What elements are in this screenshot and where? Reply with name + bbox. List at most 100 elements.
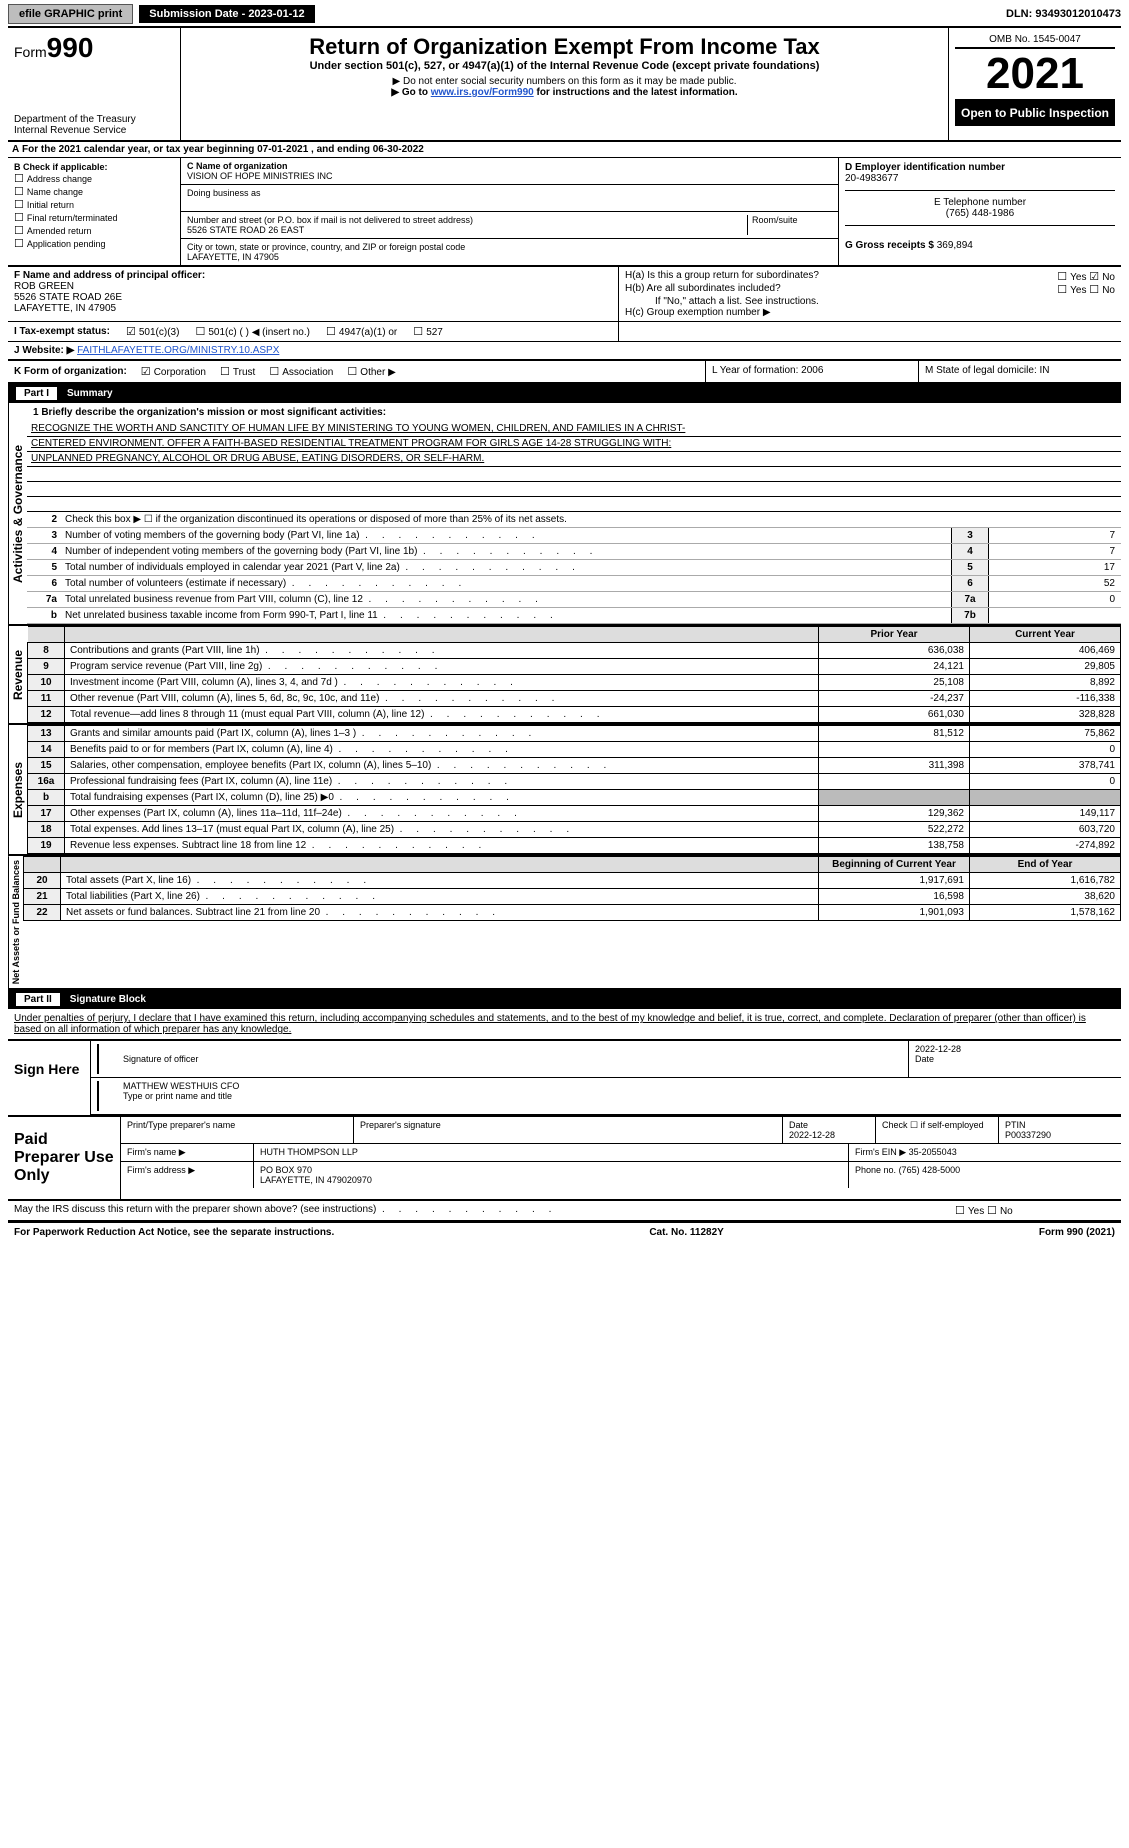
org-name: VISION OF HOPE MINISTRIES INC [187,171,832,181]
ha-label: H(a) Is this a group return for subordin… [625,270,925,283]
k-corp[interactable]: Corporation [141,365,206,378]
ptin: P00337290 [1005,1130,1051,1140]
b-label: B Check if applicable: [14,162,108,172]
hb-yes[interactable]: Yes [1057,285,1086,296]
firm-name: HUTH THOMPSON LLP [254,1144,849,1161]
i-527[interactable]: 527 [413,325,443,338]
line-current [970,790,1121,806]
ha-yes[interactable]: Yes [1057,272,1086,283]
firm-addr2: LAFAYETTE, IN 479020970 [260,1175,372,1185]
line-prior: -24,237 [819,691,970,707]
line-desc: Total assets (Part X, line 16) [61,873,819,889]
col-end: End of Year [970,857,1121,873]
room-suite: Room/suite [748,215,832,235]
part2-badge: Part II [16,993,60,1006]
chk-final[interactable]: Final return/terminated [14,211,174,224]
line-prior: 129,362 [819,806,970,822]
line-prior: 311,398 [819,758,970,774]
chk-address[interactable]: Address change [14,172,174,185]
line-current: 75,862 [970,726,1121,742]
chk-initial[interactable]: Initial return [14,198,174,211]
city-state-zip: LAFAYETTE, IN 47905 [187,252,832,262]
gov-desc: Net unrelated business taxable income fr… [61,608,951,623]
goto-note: Go to www.irs.gov/Form990 for instructio… [187,87,942,98]
dba-label: Doing business as [187,188,832,198]
ssn-note: Do not enter social security numbers on … [187,76,942,87]
may-no[interactable]: No [987,1206,1013,1217]
line-current: 1,616,782 [970,873,1121,889]
chk-amended[interactable]: Amended return [14,224,174,237]
tax-year: 2021 [955,48,1115,100]
gov-val [989,608,1121,623]
gross-label: G Gross receipts $ [845,240,934,251]
gov-desc: Total number of individuals employed in … [61,560,951,575]
street-address: 5526 STATE ROAD 26 EAST [187,225,743,235]
hb-no[interactable]: No [1089,285,1115,296]
q2-label: Check this box ▶ ☐ if the organization d… [61,512,1121,527]
fiscal-year-line: A For the 2021 calendar year, or tax yea… [8,142,1121,158]
website-link[interactable]: FAITHLAFAYETTE.ORG/MINISTRY.10.ASPX [77,345,279,356]
part2-title: Signature Block [70,994,146,1005]
line-current: 8,892 [970,675,1121,691]
line-desc: Program service revenue (Part VIII, line… [65,659,819,675]
line-prior [819,774,970,790]
col-prior: Prior Year [819,627,970,643]
may-discuss: May the IRS discuss this return with the… [14,1204,955,1217]
k-other[interactable]: Other ▶ [347,365,395,378]
line-prior [819,790,970,806]
line-num: 11 [28,691,65,707]
gross-value: 369,894 [937,240,973,251]
k-trust[interactable]: Trust [220,365,255,378]
i-501c[interactable]: 501(c) ( ) ◀ (insert no.) [195,325,310,338]
omb: OMB No. 1545-0047 [955,32,1115,48]
hc-label: H(c) Group exemption number ▶ [625,307,1115,318]
p-self[interactable]: Check ☐ if self-employed [876,1117,999,1143]
sign-here: Sign Here [8,1041,91,1115]
ein-value: 20-4983677 [845,173,898,184]
line-num: 18 [28,822,65,838]
line-current: 0 [970,774,1121,790]
line-desc: Grants and similar amounts paid (Part IX… [65,726,819,742]
gov-desc: Number of voting members of the governin… [61,528,951,543]
gov-side-label: Activities & Governance [8,403,27,624]
ein-label: D Employer identification number [845,162,1005,173]
irs-link[interactable]: www.irs.gov/Form990 [431,87,534,98]
gov-num: 3 [27,528,61,543]
line-current: 29,805 [970,659,1121,675]
gov-desc: Number of independent voting members of … [61,544,951,559]
phone-value: (765) 448-1986 [946,208,1014,219]
i-501c3[interactable]: 501(c)(3) [126,325,180,338]
line-desc: Other revenue (Part VIII, column (A), li… [65,691,819,707]
l-year: L Year of formation: 2006 [705,361,918,382]
line-num: 12 [28,707,65,723]
gov-num: 5 [27,560,61,575]
mission-2: CENTERED ENVIRONMENT. OFFER A FAITH-BASE… [27,437,1121,452]
open-public: Open to Public Inspection [955,100,1115,126]
line-num: 22 [24,905,61,921]
cat-no: Cat. No. 11282Y [649,1227,723,1238]
q1-label: 1 Briefly describe the organization's mi… [33,407,386,418]
ha-no[interactable]: No [1089,272,1115,283]
may-yes[interactable]: Yes [955,1206,984,1217]
line-desc: Other expenses (Part IX, column (A), lin… [65,806,819,822]
form-subtitle: Under section 501(c), 527, or 4947(a)(1)… [187,60,942,72]
line-current: 603,720 [970,822,1121,838]
form-990-label: Form990 [14,32,174,64]
phone-label: E Telephone number [934,197,1026,208]
i-label: I Tax-exempt status: [14,326,110,337]
line-desc: Salaries, other compensation, employee b… [65,758,819,774]
exp-side-label: Expenses [8,725,27,854]
sig-officer-label: Signature of officer [123,1054,198,1064]
line-desc: Benefits paid to or for members (Part IX… [65,742,819,758]
k-assoc[interactable]: Association [269,365,333,378]
name-title-label: Type or print name and title [123,1091,232,1101]
i-4947[interactable]: 4947(a)(1) or [326,325,397,338]
chk-pending[interactable]: Application pending [14,237,174,250]
form-footer: Form 990 (2021) [1039,1227,1115,1238]
gov-num: 7a [27,592,61,607]
chk-name[interactable]: Name change [14,185,174,198]
line-current: 0 [970,742,1121,758]
line-current: 38,620 [970,889,1121,905]
gov-num: 4 [27,544,61,559]
line-prior: 81,512 [819,726,970,742]
